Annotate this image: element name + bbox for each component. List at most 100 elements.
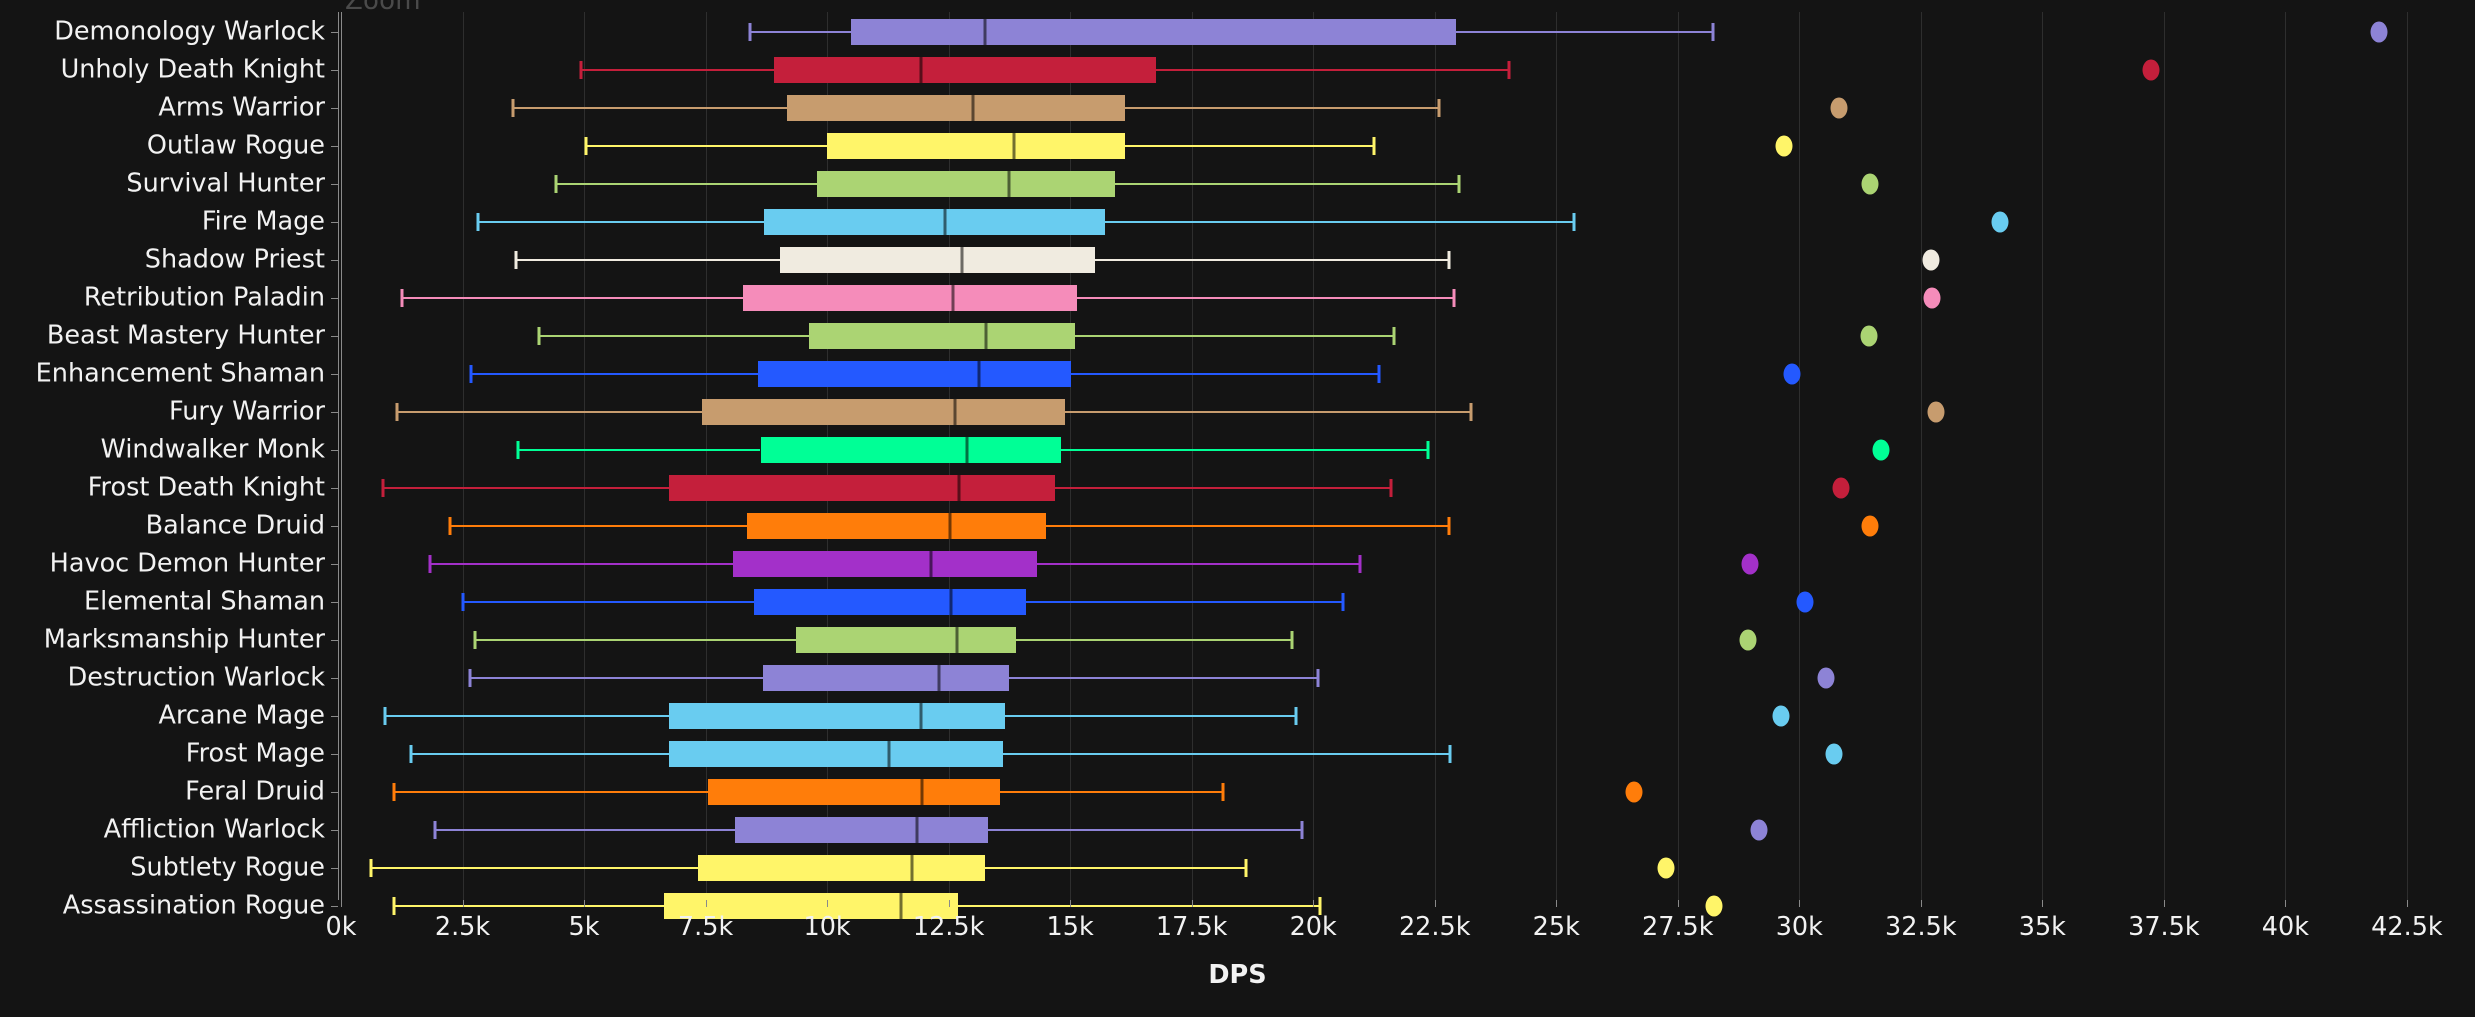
x-tick <box>1191 900 1193 907</box>
outlier-point[interactable] <box>2370 21 2388 43</box>
outlier-point[interactable] <box>1861 173 1879 195</box>
box[interactable] <box>757 361 1071 387</box>
outlier-point[interactable] <box>1705 895 1723 917</box>
whisker-low <box>513 107 787 109</box>
whisker-cap-low <box>392 783 396 801</box>
outlier-point[interactable] <box>1741 553 1759 575</box>
outlier-point[interactable] <box>1750 819 1768 841</box>
outlier-point[interactable] <box>1861 515 1879 537</box>
outlier-point[interactable] <box>1625 781 1643 803</box>
outlier-point[interactable] <box>1783 363 1801 385</box>
x-tick <box>1070 900 1072 907</box>
whisker-cap-high <box>1452 289 1456 307</box>
outlier-point[interactable] <box>1832 477 1850 499</box>
whisker-cap-high <box>1457 175 1461 193</box>
outlier-point[interactable] <box>1657 857 1675 879</box>
box[interactable] <box>753 589 1027 615</box>
whisker-cap-low <box>579 61 583 79</box>
box[interactable] <box>795 627 1016 653</box>
box[interactable] <box>697 855 985 881</box>
whisker-cap-high <box>1447 517 1451 535</box>
box[interactable] <box>669 475 1055 501</box>
box[interactable] <box>664 893 958 919</box>
median-line <box>948 513 952 539</box>
box[interactable] <box>816 171 1116 197</box>
y-tick <box>331 146 338 147</box>
outlier-point[interactable] <box>1796 591 1814 613</box>
box[interactable] <box>668 703 1005 729</box>
box[interactable] <box>850 19 1457 45</box>
outlier-point[interactable] <box>1927 401 1945 423</box>
y-axis-label: Frost Death Knight <box>87 472 325 503</box>
whisker-cap-high <box>1290 631 1294 649</box>
median-line <box>910 855 914 881</box>
box[interactable] <box>808 323 1075 349</box>
box[interactable] <box>780 247 1096 273</box>
outlier-point[interactable] <box>2142 59 2160 81</box>
y-axis-label: Outlaw Rogue <box>146 130 325 161</box>
outlier-point[interactable] <box>1922 249 1940 271</box>
x-axis-title: DPS <box>1208 960 1267 990</box>
gridline <box>1677 12 1679 900</box>
whisker-low <box>371 867 698 869</box>
whisker-high <box>1125 107 1439 109</box>
outlier-point[interactable] <box>1825 743 1843 765</box>
outlier-point[interactable] <box>1772 705 1790 727</box>
gridline <box>2042 12 2044 900</box>
outlier-point[interactable] <box>1739 629 1757 651</box>
whisker-cap-low <box>428 555 432 573</box>
box[interactable] <box>827 133 1126 159</box>
y-tick <box>331 32 338 33</box>
whisker-low <box>435 829 736 831</box>
whisker-cap-low <box>476 213 480 231</box>
y-axis-label: Arms Warrior <box>158 92 325 123</box>
outlier-point[interactable] <box>1860 325 1878 347</box>
box[interactable] <box>747 513 1047 539</box>
outlier-point[interactable] <box>1830 97 1848 119</box>
box[interactable] <box>760 437 1061 463</box>
box[interactable] <box>786 95 1126 121</box>
y-tick <box>331 450 338 451</box>
outlier-point[interactable] <box>1817 667 1835 689</box>
x-tick <box>1920 900 1922 907</box>
box[interactable] <box>702 399 1065 425</box>
box[interactable] <box>764 209 1106 235</box>
whisker-high <box>984 867 1246 869</box>
whisker-low <box>384 715 669 717</box>
gridline <box>1313 12 1315 900</box>
y-axis-spine <box>338 12 339 900</box>
whisker-high <box>1000 791 1224 793</box>
x-tick <box>341 900 342 907</box>
median-line <box>887 741 891 767</box>
outlier-point[interactable] <box>1923 287 1941 309</box>
whisker-high <box>1002 753 1451 755</box>
y-tick <box>331 108 338 109</box>
box[interactable] <box>762 665 1009 691</box>
outlier-point[interactable] <box>1991 211 2009 233</box>
x-tick-label: 17.5k <box>1155 912 1228 942</box>
y-axis-label: Demonology Warlock <box>54 16 325 47</box>
whisker-cap-high <box>1318 897 1322 915</box>
zoom-label[interactable]: Zoom <box>345 0 421 16</box>
y-tick <box>331 868 338 869</box>
median-line <box>957 475 961 501</box>
box[interactable] <box>707 779 1001 805</box>
whisker-high <box>1060 449 1428 451</box>
whisker-cap-low <box>554 175 558 193</box>
y-tick <box>331 298 338 299</box>
box[interactable] <box>773 57 1157 83</box>
median-line <box>949 589 953 615</box>
box[interactable] <box>733 551 1037 577</box>
whisker-cap-high <box>1221 783 1225 801</box>
box[interactable] <box>743 285 1078 311</box>
box[interactable] <box>668 741 1003 767</box>
y-axis-label: Windwalker Monk <box>100 434 325 465</box>
y-axis-label: Shadow Priest <box>144 244 325 275</box>
median-line <box>915 817 919 843</box>
whisker-low <box>580 69 774 71</box>
outlier-point[interactable] <box>1872 439 1890 461</box>
outlier-point[interactable] <box>1775 135 1793 157</box>
box[interactable] <box>735 817 988 843</box>
x-tick-label: 0k <box>325 912 357 942</box>
whisker-low <box>556 183 817 185</box>
